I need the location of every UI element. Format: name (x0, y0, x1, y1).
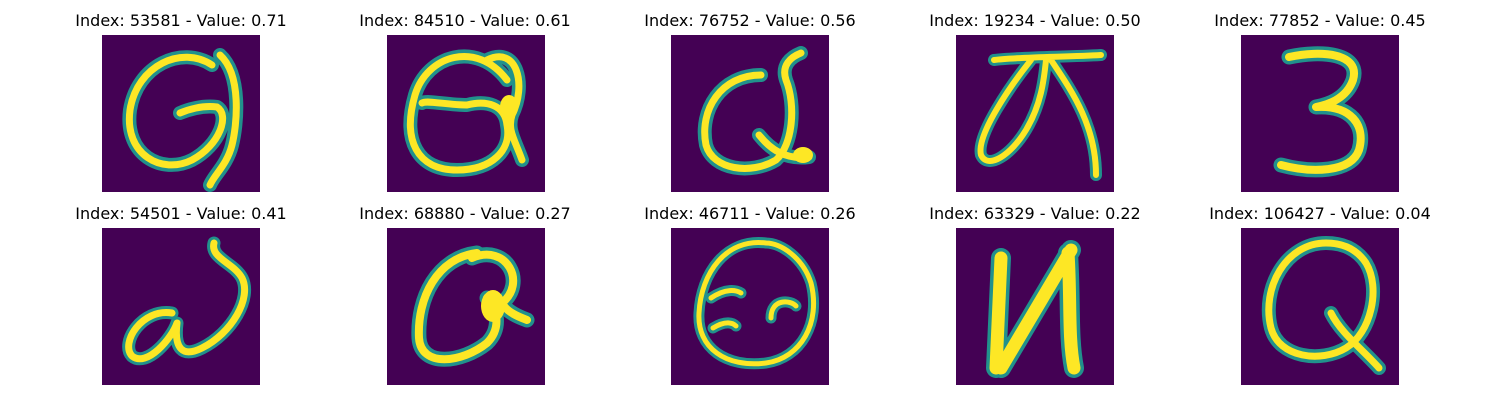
digit-image (956, 35, 1114, 192)
digit-image (387, 35, 545, 192)
digit-image (102, 228, 260, 385)
panel-title: Index: 84510 - Value: 0.61 (359, 11, 571, 30)
panel-title: Index: 63329 - Value: 0.22 (929, 204, 1141, 223)
panel-title: Index: 68880 - Value: 0.27 (359, 204, 571, 223)
panel-title: Index: 53581 - Value: 0.71 (75, 11, 287, 30)
digit-image (1241, 35, 1399, 192)
digit-image (671, 35, 829, 192)
digit-image (671, 228, 829, 385)
digit-image (956, 228, 1114, 385)
digit-image (387, 228, 545, 385)
panel-title: Index: 106427 - Value: 0.04 (1209, 204, 1431, 223)
panel-title: Index: 54501 - Value: 0.41 (75, 204, 287, 223)
panel-title: Index: 46711 - Value: 0.26 (644, 204, 856, 223)
digit-image (102, 35, 260, 192)
panel-title: Index: 77852 - Value: 0.45 (1214, 11, 1426, 30)
panel-title: Index: 76752 - Value: 0.56 (644, 11, 856, 30)
panel-title: Index: 19234 - Value: 0.50 (929, 11, 1141, 30)
digit-image (1241, 228, 1399, 385)
